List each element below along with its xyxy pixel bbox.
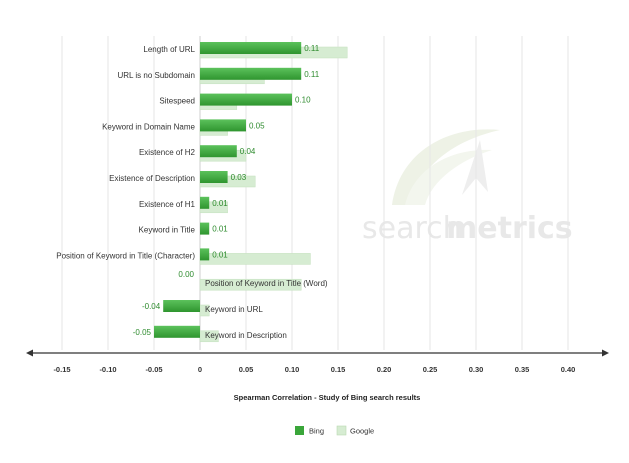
data-label-bing: 0.05 — [249, 121, 265, 130]
watermark-swoosh-icon — [392, 129, 500, 205]
category-label: Keyword in Description — [205, 331, 287, 340]
bars — [154, 42, 348, 343]
data-label-bing: 0.01 — [212, 250, 228, 259]
data-label-bing: 0.00 — [178, 270, 194, 279]
x-axis-left-arrow-icon — [26, 349, 33, 357]
x-tick-label: 0.40 — [561, 365, 576, 374]
category-label: Keyword in Title — [139, 226, 196, 235]
category-labels: Length of URL URL is no Subdomain Sitespee… — [56, 45, 328, 340]
bar-bing — [200, 171, 228, 183]
bar-bing — [200, 222, 210, 235]
category-label: Keyword in Domain Name — [102, 122, 195, 131]
category-label: Length of URL — [143, 45, 195, 54]
bar-bing — [200, 93, 292, 106]
x-axis-right-arrow-icon — [602, 349, 609, 357]
data-label-bing: 0.11 — [304, 70, 320, 79]
data-label-bing: 0.01 — [212, 199, 228, 208]
x-tick-label: 0.30 — [469, 365, 484, 374]
x-tick-label: 0.25 — [423, 365, 438, 374]
bar-bing — [154, 325, 200, 338]
bar-bing — [163, 300, 200, 312]
x-tick-label: 0 — [198, 365, 202, 374]
data-label-bing: 0.04 — [240, 147, 256, 156]
x-tick-label: -0.05 — [145, 365, 162, 374]
x-axis-ticks: -0.15 -0.10 -0.05 0 0.05 0.10 0.15 0.20 0.25 0.30… — [53, 365, 575, 374]
data-label-bing: 0.10 — [295, 96, 311, 105]
legend-swatch-google[interactable] — [336, 425, 347, 436]
category-label: Existence of Description — [109, 174, 195, 183]
x-tick-label: 0.15 — [331, 365, 346, 374]
grid-lines — [61, 36, 569, 350]
x-tick-label: 0.05 — [239, 365, 254, 374]
category-label: Existence of H2 — [139, 148, 196, 157]
x-axis: -0.15 -0.10 -0.05 0 0.05 0.10 0.15 0.20 0.25 0.30… — [26, 349, 609, 374]
watermark-text-metrics: metrics — [446, 211, 573, 246]
legend-label-bing[interactable]: Bing — [309, 427, 324, 436]
legend: Bing Google — [295, 425, 374, 436]
bar-bing — [200, 145, 237, 158]
watermark-swoosh-icon-2 — [405, 149, 492, 205]
legend-label-google[interactable]: Google — [350, 427, 374, 436]
category-label: Existence of H1 — [139, 200, 196, 209]
bar-bing — [200, 248, 210, 261]
x-tick-label: 0.20 — [377, 365, 392, 374]
category-label: Position of Keyword in Title (Word) — [205, 279, 328, 288]
category-label: Keyword in URL — [205, 305, 263, 314]
bar-bing — [200, 42, 302, 54]
data-label-bing: 0.03 — [231, 173, 247, 182]
bar-google — [199, 278, 302, 291]
category-label: Sitespeed — [159, 97, 195, 106]
value-labels: 0.11 0.11 0.10 0.05 0.04 0.03 0.01 0.01 0.01 0.00… — [133, 44, 320, 337]
bar-bing — [200, 67, 302, 80]
watermark-text-search: search — [362, 211, 462, 246]
category-label: Position of Keyword in Title (Character) — [56, 251, 195, 260]
x-tick-label: -0.10 — [99, 365, 116, 374]
bar-bing — [200, 119, 246, 132]
x-tick-label: 0.35 — [515, 365, 530, 374]
searchmetrics-watermark: search metrics — [362, 129, 573, 246]
x-axis-title: Spearman Correlation - Study of Bing sea… — [234, 393, 421, 402]
data-label-bing: -0.05 — [133, 328, 152, 337]
x-tick-label: 0.10 — [285, 365, 300, 374]
watermark-arrow-icon — [462, 140, 488, 195]
data-label-bing: 0.11 — [304, 44, 320, 53]
bar-bing — [200, 196, 210, 209]
x-tick-label: -0.15 — [53, 365, 70, 374]
category-label: URL is no Subdomain — [117, 71, 195, 80]
data-label-bing: -0.04 — [142, 302, 161, 311]
legend-swatch-bing[interactable] — [295, 426, 304, 435]
data-label-bing: 0.01 — [212, 225, 228, 234]
